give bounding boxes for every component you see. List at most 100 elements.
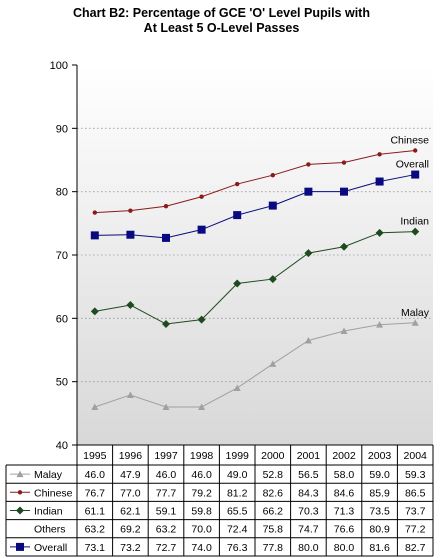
data-point-malay: [198, 403, 206, 410]
data-point-indian: [162, 320, 170, 329]
chart-title-line2: At Least 5 O-Level Passes: [143, 21, 300, 35]
data-point-chinese: [341, 160, 347, 165]
x-tick-label: 1998: [190, 450, 214, 462]
data-label-malay: 49.0: [227, 469, 248, 481]
data-point-chinese: [163, 204, 169, 209]
x-tick-label: 2000: [261, 450, 285, 462]
data-label-malay: 46.0: [191, 469, 212, 481]
data-point-overall: [340, 187, 348, 196]
data-label-others: 80.9: [369, 524, 390, 536]
x-tick-label: 1999: [226, 450, 250, 462]
series-label-indian: Indian: [400, 216, 429, 228]
data-label-chinese: 81.2: [227, 487, 248, 499]
data-point-indian: [411, 227, 420, 236]
data-label-others: 69.2: [120, 524, 141, 536]
data-point-overall: [268, 201, 277, 210]
data-label-indian: 61.1: [85, 506, 106, 518]
series-line-chinese: [94, 150, 416, 214]
data-label-chinese: 82.6: [263, 487, 284, 499]
data-label-chinese: 86.5: [405, 487, 426, 499]
data-label-malay: 46.0: [156, 469, 177, 481]
data-point-indian: [197, 315, 206, 324]
data-point-overall: [162, 233, 170, 242]
x-tick-label: 2001: [297, 450, 321, 462]
data-point-overall: [197, 225, 206, 234]
data-label-indian: 66.2: [263, 506, 284, 518]
row-label-malay: Malay: [34, 469, 63, 481]
data-label-indian: 62.1: [120, 506, 141, 518]
data-point-malay: [304, 337, 312, 344]
data-label-overall: 76.3: [227, 542, 248, 554]
data-label-others: 72.4: [227, 524, 248, 536]
y-tick-label: 50: [56, 377, 68, 389]
data-label-malay: 59.3: [405, 469, 426, 481]
data-label-overall: 81.6: [369, 542, 390, 554]
data-label-chinese: 77.0: [120, 487, 141, 499]
x-tick-label: 2004: [404, 450, 428, 462]
x-tick-label: 1997: [154, 450, 178, 462]
data-label-malay: 58.0: [334, 469, 355, 481]
data-point-overall: [126, 230, 135, 239]
x-tick-label: 1995: [83, 450, 107, 462]
row-label-chinese: Chinese: [34, 487, 73, 499]
data-label-overall: 80.0: [298, 542, 319, 554]
data-point-overall: [375, 177, 384, 186]
data-point-chinese: [235, 181, 240, 187]
data-label-indian: 59.1: [156, 506, 177, 518]
data-label-overall: 82.7: [405, 542, 426, 554]
data-label-overall: 80.0: [334, 542, 355, 554]
data-label-indian: 70.3: [298, 506, 319, 518]
data-point-chinese: [199, 194, 204, 199]
chart-title: Chart B2: Percentage of GCE 'O' Level Pu…: [0, 6, 443, 36]
row-label-others: Others: [34, 524, 66, 536]
data-label-chinese: 77.7: [156, 487, 177, 499]
data-label-others: 70.0: [191, 524, 212, 536]
data-point-indian: [340, 242, 348, 251]
y-tick-label: 100: [50, 60, 68, 72]
data-point-overall: [90, 231, 99, 240]
data-label-chinese: 84.3: [298, 487, 319, 499]
series-label-malay: Malay: [401, 307, 430, 319]
data-label-malay: 52.8: [263, 469, 284, 481]
data-point-malay: [340, 327, 348, 334]
x-tick-label: 2003: [368, 450, 392, 462]
data-point-indian: [126, 301, 135, 310]
legend-marker-chinese: [17, 490, 23, 495]
series-line-malay: [94, 322, 416, 408]
data-point-indian: [90, 307, 99, 316]
data-point-chinese: [306, 162, 311, 167]
data-label-indian: 65.5: [227, 506, 248, 518]
data-label-overall: 74.0: [191, 542, 212, 554]
data-point-indian: [233, 279, 242, 288]
series-line-indian: [94, 231, 416, 325]
y-tick-label: 60: [56, 313, 68, 325]
data-label-malay: 47.9: [120, 469, 141, 481]
series-label-overall: Overall: [396, 159, 429, 171]
series-line-overall: [94, 174, 416, 239]
data-point-indian: [375, 228, 384, 237]
data-label-malay: 46.0: [85, 469, 106, 481]
data-point-chinese: [92, 210, 98, 215]
data-point-overall: [304, 187, 313, 196]
data-label-chinese: 76.7: [85, 487, 106, 499]
row-label-overall: Overall: [34, 542, 67, 554]
data-label-indian: 71.3: [334, 506, 355, 518]
row-label-indian: Indian: [34, 506, 63, 518]
data-label-indian: 59.8: [191, 506, 212, 518]
data-label-overall: 77.8: [263, 542, 284, 554]
data-label-indian: 73.7: [405, 506, 426, 518]
data-label-malay: 59.0: [369, 469, 390, 481]
data-label-chinese: 79.2: [191, 487, 212, 499]
legend-marker-overall: [16, 542, 24, 551]
legend-marker-indian: [16, 506, 24, 515]
data-point-malay: [411, 319, 419, 326]
data-point-malay: [162, 403, 170, 410]
data-point-chinese: [377, 152, 382, 157]
data-label-others: 77.2: [405, 524, 426, 536]
x-tick-label: 2002: [332, 450, 356, 462]
data-point-malay: [126, 391, 134, 398]
data-point-malay: [233, 384, 241, 391]
data-label-chinese: 85.9: [369, 487, 390, 499]
data-point-overall: [411, 170, 420, 179]
